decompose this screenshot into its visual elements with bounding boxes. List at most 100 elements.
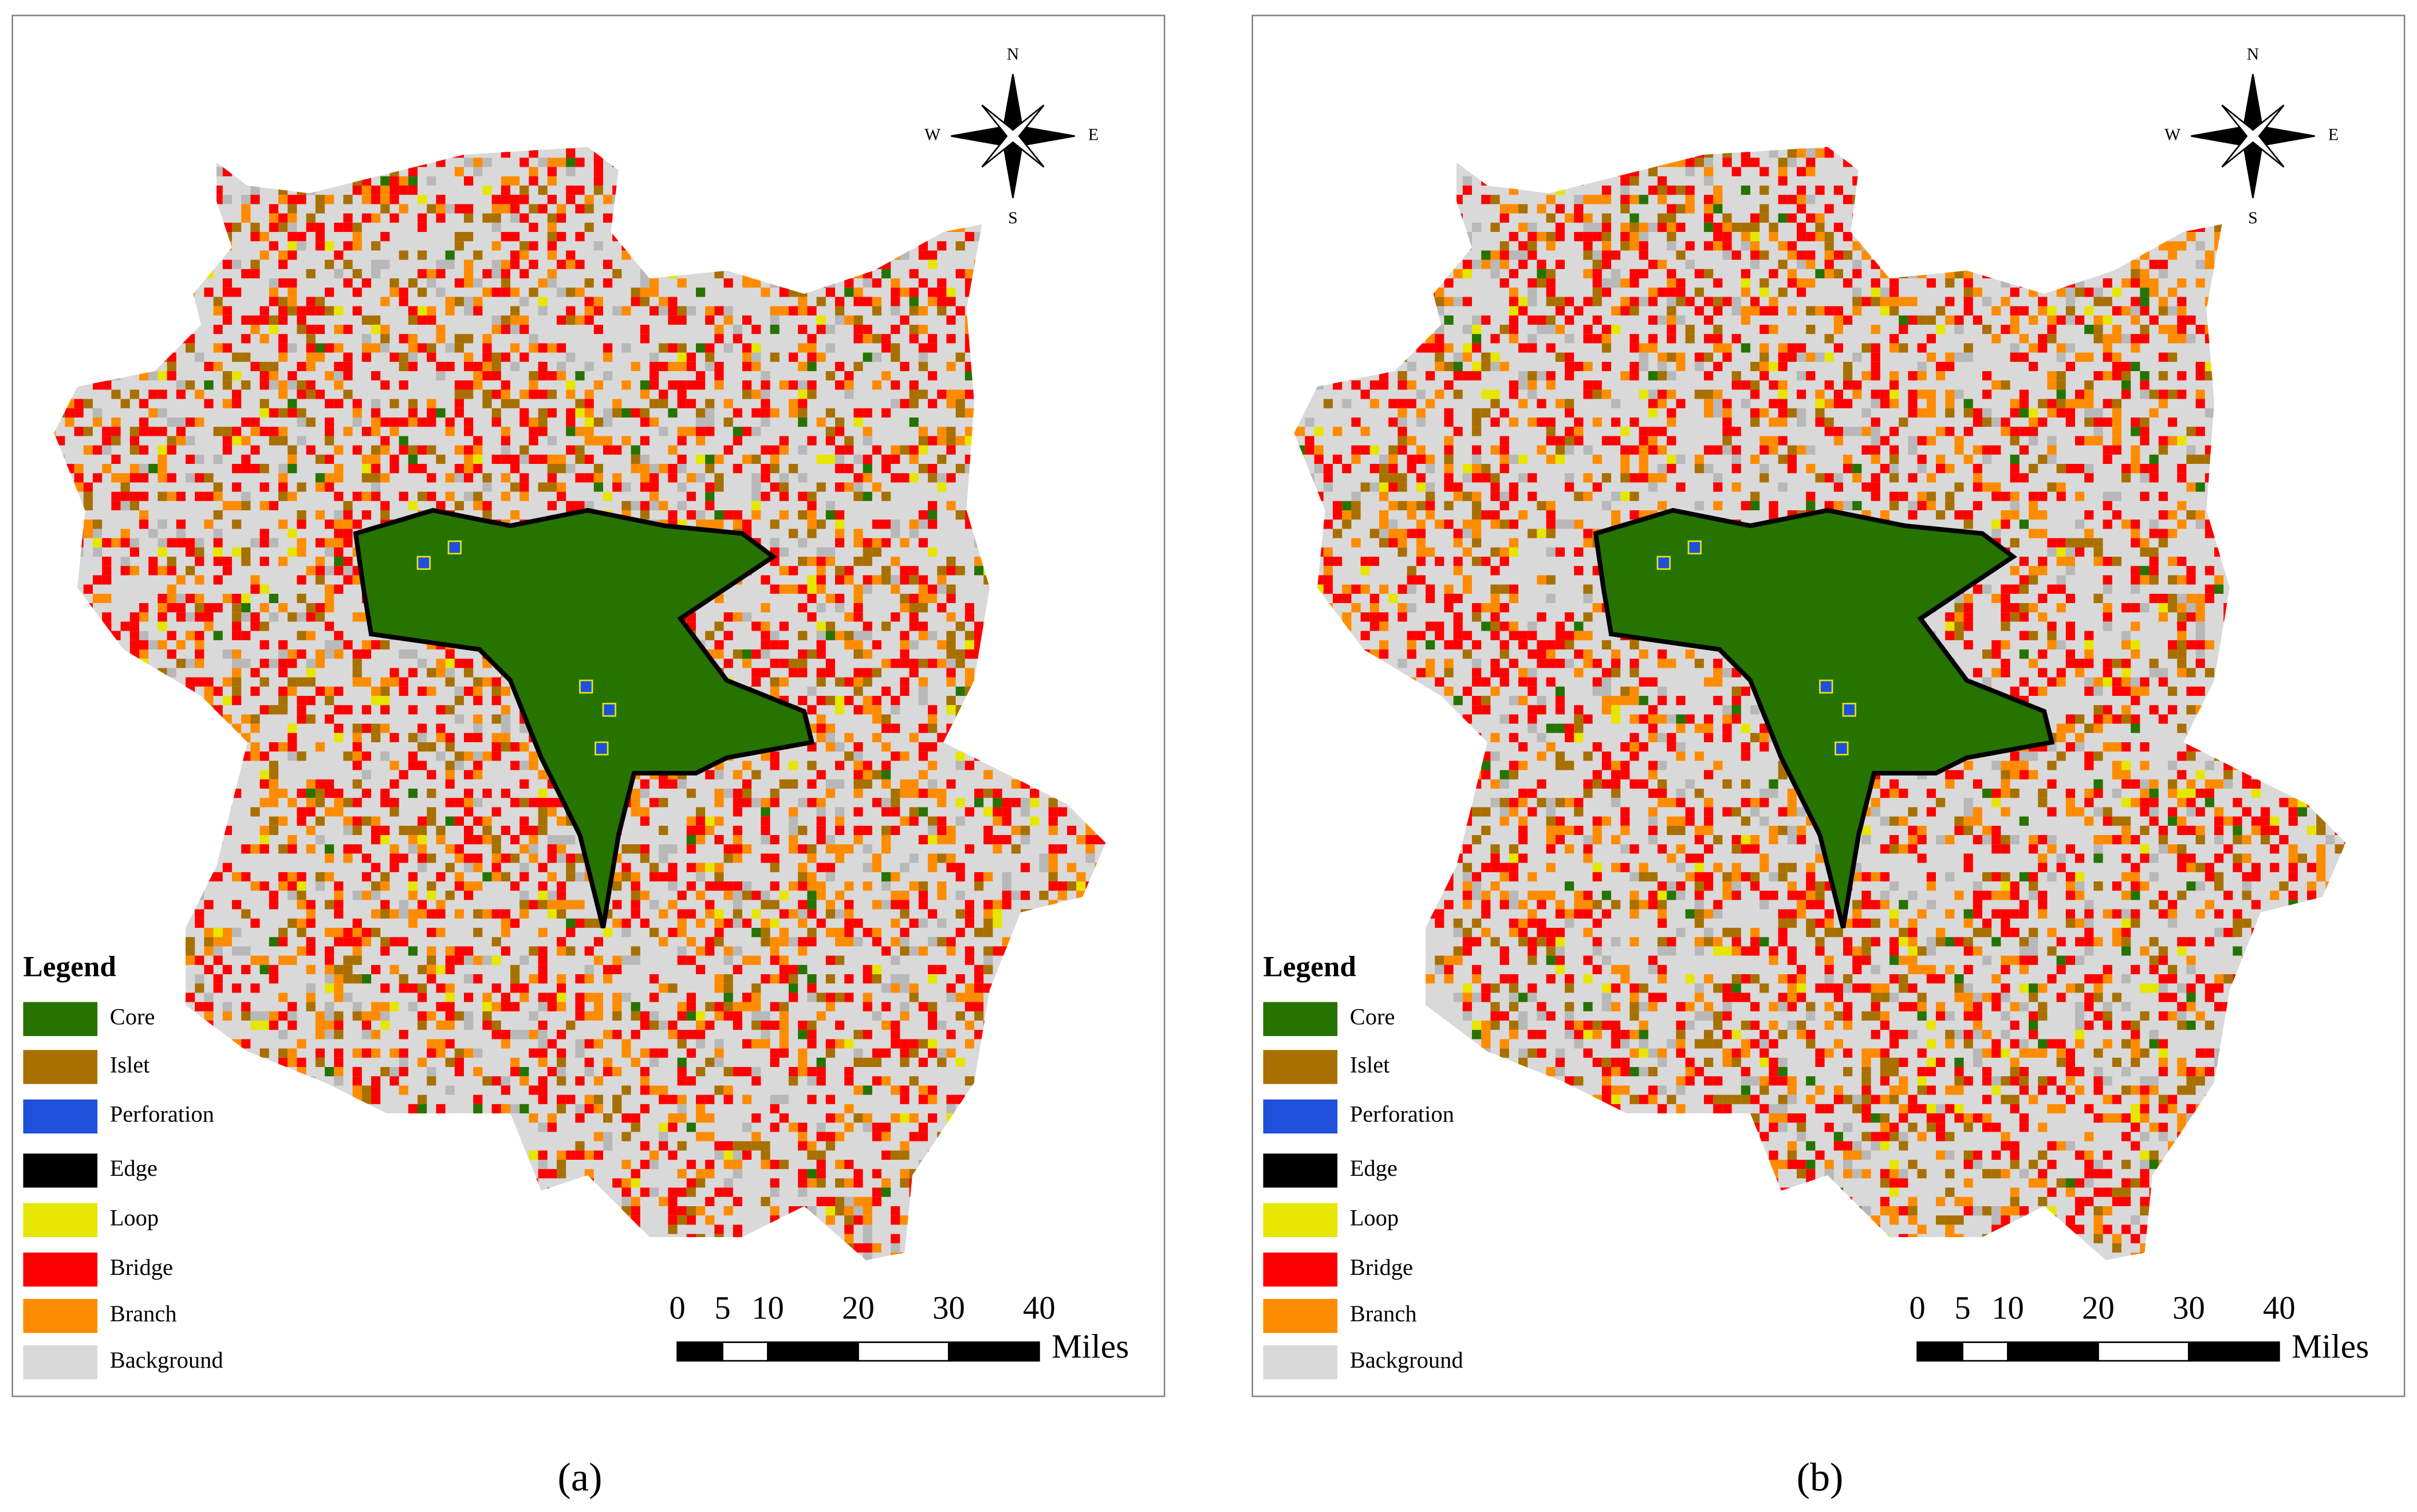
map-cell xyxy=(352,399,362,408)
map-cell xyxy=(510,195,520,204)
map-cell xyxy=(640,464,649,474)
map-cell xyxy=(325,779,334,789)
map-cell xyxy=(631,798,640,808)
map-cell xyxy=(844,566,854,576)
map-cell xyxy=(816,297,826,306)
map-cell xyxy=(158,427,167,436)
map-cell xyxy=(881,1021,891,1030)
map-cell xyxy=(696,946,706,956)
map-cell xyxy=(195,918,204,928)
map-cell xyxy=(825,1141,835,1151)
map-cell xyxy=(269,1011,278,1021)
map-cell xyxy=(501,195,510,204)
map-cell xyxy=(259,529,269,538)
map-cell xyxy=(269,241,278,251)
map-cell xyxy=(259,1048,269,1058)
map-cell xyxy=(315,1048,325,1058)
map-cell xyxy=(352,1048,362,1058)
map-cell xyxy=(241,1002,251,1011)
map-cell xyxy=(723,1002,733,1011)
map-cell xyxy=(853,937,863,947)
map-cell xyxy=(436,964,446,974)
map-cell xyxy=(371,881,381,891)
map-cell xyxy=(491,1021,501,1030)
map-cell xyxy=(510,288,520,297)
map-cell xyxy=(464,751,474,761)
map-cell xyxy=(176,380,186,390)
map-cell xyxy=(677,399,687,408)
map-cell xyxy=(909,566,919,576)
map-cell xyxy=(835,825,845,835)
map-cell xyxy=(965,640,974,649)
map-cell xyxy=(937,278,947,288)
map-cell xyxy=(668,1150,678,1160)
map-cell xyxy=(547,1002,557,1011)
map-cell xyxy=(798,1030,808,1040)
map-cell xyxy=(835,566,845,576)
map-cell xyxy=(557,204,566,214)
map-cell xyxy=(761,649,770,659)
map-cell xyxy=(222,315,232,325)
map-cell xyxy=(473,380,483,390)
map-cell xyxy=(686,427,696,436)
map-cell xyxy=(436,1039,446,1049)
map-cell xyxy=(965,807,974,817)
map-cell xyxy=(418,222,427,232)
map-cell xyxy=(501,380,510,390)
map-cell xyxy=(538,343,548,353)
map-cell xyxy=(593,186,603,195)
map-cell xyxy=(306,631,316,640)
map-cell xyxy=(789,881,798,891)
map-cell xyxy=(408,399,418,408)
map-cell xyxy=(445,1021,455,1030)
map-cell xyxy=(288,343,297,353)
map-cell xyxy=(853,325,863,334)
map-cell xyxy=(659,1021,668,1030)
map-cell xyxy=(325,482,334,492)
map-cell xyxy=(835,315,845,325)
map-cell xyxy=(789,816,798,826)
map-cell xyxy=(705,361,715,371)
map-cell xyxy=(946,1104,956,1113)
map-cell xyxy=(659,798,668,808)
map-cell xyxy=(779,445,789,455)
map-cell xyxy=(241,946,251,956)
map-cell xyxy=(491,213,501,223)
map-cell xyxy=(232,946,242,956)
map-cell xyxy=(705,946,715,956)
map-cell xyxy=(742,427,752,436)
map-cell xyxy=(547,900,557,909)
map-cell xyxy=(380,1067,390,1077)
map-cell xyxy=(547,807,557,817)
map-cell xyxy=(955,1011,965,1021)
map-cell xyxy=(807,1067,817,1077)
map-cell xyxy=(361,491,371,501)
map-cell xyxy=(751,1076,761,1086)
map-cell xyxy=(640,1160,649,1170)
map-cell xyxy=(501,1030,510,1040)
map-cell xyxy=(900,983,910,993)
map-cell xyxy=(241,436,251,446)
map-cell xyxy=(111,427,121,436)
map-cell xyxy=(129,473,139,483)
map-cell xyxy=(454,343,464,353)
map-cell xyxy=(659,1085,668,1095)
map-cell xyxy=(872,334,881,344)
map-cell xyxy=(891,584,900,594)
map-cell xyxy=(955,761,965,770)
map-cell xyxy=(482,1002,492,1011)
map-cell xyxy=(148,640,158,649)
map-cell xyxy=(863,575,872,585)
map-cell xyxy=(631,1169,640,1179)
map-cell xyxy=(891,1215,900,1225)
map-cell xyxy=(288,278,297,288)
map-cell xyxy=(863,770,872,779)
map-cell xyxy=(213,557,223,566)
map-cell xyxy=(288,464,297,474)
map-cell xyxy=(705,501,715,510)
map-cell xyxy=(399,204,408,214)
map-cell xyxy=(464,491,474,501)
map-cell xyxy=(881,686,891,696)
map-cell xyxy=(464,974,474,984)
map-cell xyxy=(473,816,483,826)
